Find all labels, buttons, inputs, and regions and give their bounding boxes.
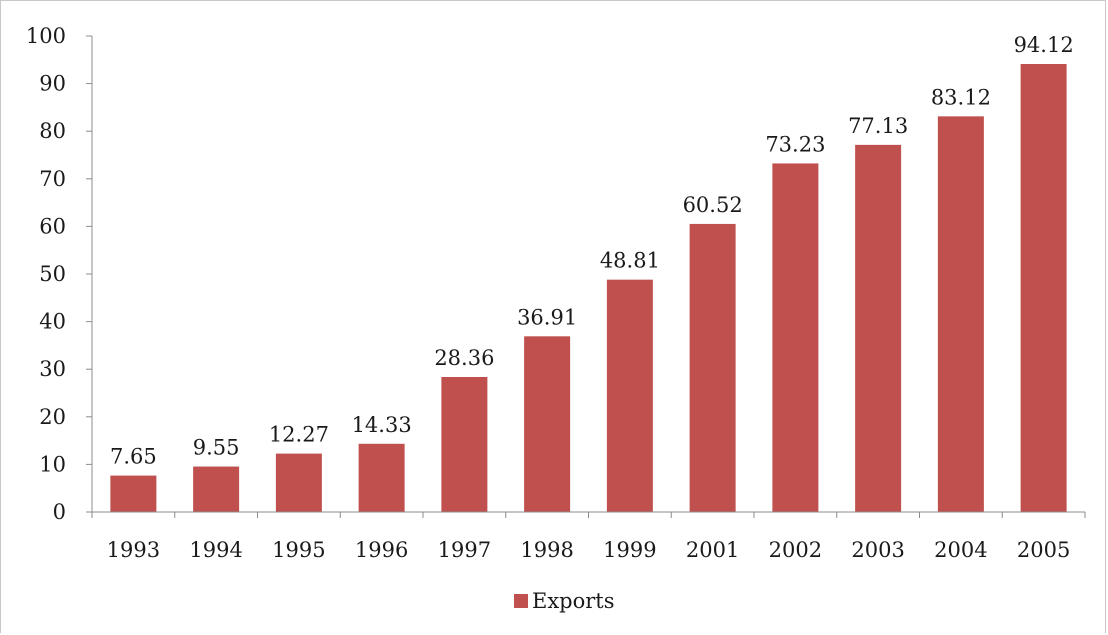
bar[interactable] bbox=[772, 163, 819, 512]
x-tick-label: 1995 bbox=[272, 538, 325, 562]
bar[interactable] bbox=[110, 475, 157, 512]
y-tick-label: 0 bbox=[53, 500, 66, 524]
bar[interactable] bbox=[441, 377, 488, 512]
data-label: 77.13 bbox=[848, 114, 908, 138]
y-tick-label: 20 bbox=[39, 405, 66, 429]
y-tick-label: 10 bbox=[39, 452, 66, 476]
y-tick-label: 80 bbox=[39, 119, 66, 143]
y-axis: 0 10 20 30 40 50 60 70 80 90 100 bbox=[26, 24, 93, 524]
bars bbox=[110, 63, 1067, 512]
bar[interactable] bbox=[689, 223, 736, 512]
y-tick-label: 70 bbox=[39, 167, 66, 191]
bar[interactable] bbox=[275, 453, 322, 512]
data-label: 48.81 bbox=[600, 249, 660, 273]
y-tick-label: 30 bbox=[39, 357, 66, 381]
data-label: 12.27 bbox=[269, 423, 329, 447]
data-label: 7.65 bbox=[110, 445, 157, 469]
data-label: 83.12 bbox=[931, 85, 991, 109]
legend-label-exports: Exports bbox=[532, 589, 615, 613]
x-tick-label: 2002 bbox=[769, 538, 822, 562]
bar[interactable] bbox=[193, 466, 240, 512]
bar[interactable] bbox=[937, 116, 984, 512]
y-tick-label: 50 bbox=[39, 262, 66, 286]
legend-swatch-exports bbox=[514, 594, 528, 608]
bar[interactable] bbox=[524, 336, 571, 512]
legend[interactable]: Exports bbox=[514, 589, 615, 613]
data-label: 73.23 bbox=[765, 132, 825, 156]
x-tick-label: 1996 bbox=[355, 538, 408, 562]
x-tick-label: 1997 bbox=[438, 538, 491, 562]
x-tick-label: 1998 bbox=[520, 538, 573, 562]
y-tick-label: 90 bbox=[39, 72, 66, 96]
bar[interactable] bbox=[358, 443, 405, 512]
bar[interactable] bbox=[1020, 63, 1067, 512]
data-label: 60.52 bbox=[683, 193, 743, 217]
bar[interactable] bbox=[855, 144, 902, 512]
x-tick-label: 1999 bbox=[603, 538, 656, 562]
data-label: 36.91 bbox=[517, 305, 577, 329]
data-label: 94.12 bbox=[1014, 33, 1074, 57]
x-tick-label: 2005 bbox=[1017, 538, 1070, 562]
y-tick-label: 60 bbox=[39, 214, 66, 238]
x-tick-label: 2003 bbox=[851, 538, 904, 562]
y-tick-label: 100 bbox=[26, 24, 66, 48]
bar[interactable] bbox=[606, 279, 653, 512]
x-tick-label: 2004 bbox=[934, 538, 987, 562]
data-label: 9.55 bbox=[193, 436, 240, 460]
data-labels: 7.65 9.55 12.27 14.33 28.36 36.91 48.81 60.52 73… bbox=[110, 33, 1074, 469]
x-tick-label: 2001 bbox=[686, 538, 739, 562]
data-label: 28.36 bbox=[434, 346, 494, 370]
x-tick-label: 1994 bbox=[189, 538, 242, 562]
x-tick-label: 1993 bbox=[107, 538, 160, 562]
y-tick-label: 40 bbox=[39, 310, 66, 334]
data-label: 14.33 bbox=[352, 413, 412, 437]
x-axis: 1993 1994 1995 1996 1997 1998 1999 2001 2002 2003… bbox=[91, 511, 1086, 562]
